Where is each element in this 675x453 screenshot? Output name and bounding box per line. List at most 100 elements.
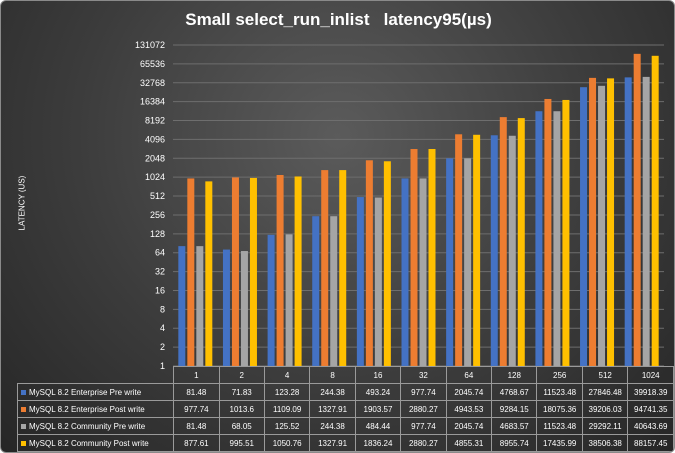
data-label: 977.74 xyxy=(173,400,220,418)
data-label: 71.83 xyxy=(218,383,265,401)
x-tick-label: 32 xyxy=(400,366,447,384)
bar xyxy=(231,177,239,366)
y-tick-label: 2048 xyxy=(145,153,165,163)
data-label: 877.61 xyxy=(173,434,220,452)
data-label: 81.48 xyxy=(173,383,220,401)
data-label: 484.44 xyxy=(354,417,402,435)
bar xyxy=(598,85,606,367)
bar xyxy=(330,216,338,366)
bar xyxy=(589,77,597,367)
data-label: 68.05 xyxy=(218,417,265,435)
data-label: 977.74 xyxy=(400,417,447,435)
legend-entry: MySQL 8.2 Community Post write xyxy=(16,434,175,452)
bar xyxy=(365,160,373,366)
legend-label: MySQL 8.2 Enterprise Pre write xyxy=(29,387,142,397)
x-tick-label: 128 xyxy=(491,366,538,384)
bar xyxy=(535,111,543,366)
bar xyxy=(553,111,561,366)
x-tick-label: 256 xyxy=(536,366,583,384)
bar xyxy=(285,234,293,366)
data-label: 9284.15 xyxy=(491,400,538,418)
data-label: 2045.74 xyxy=(445,417,493,435)
data-label: 1327.91 xyxy=(309,400,356,418)
bar xyxy=(633,53,641,367)
data-label: 1013.6 xyxy=(218,400,265,418)
y-tick-label: 8192 xyxy=(145,116,165,126)
legend-swatch xyxy=(21,423,26,429)
data-label: 1327.91 xyxy=(309,434,356,452)
x-tick-label: 64 xyxy=(445,366,493,384)
data-label: 4683.57 xyxy=(491,417,538,435)
y-tick-label: 64 xyxy=(155,248,165,258)
y-tick-label: 32768 xyxy=(140,78,165,88)
x-tick-label: 512 xyxy=(581,366,629,384)
table-row: MySQL 8.2 Community Pre write 81.48 68.05 1… xyxy=(16,417,674,435)
data-label: 88157.45 xyxy=(627,434,674,452)
bar xyxy=(508,135,516,366)
y-tick-label: 8 xyxy=(160,304,165,314)
data-label: 39206.03 xyxy=(581,400,629,418)
data-label: 38506.38 xyxy=(581,434,629,452)
x-tick-label: 4 xyxy=(263,366,311,384)
chart-title: Small select_run_inlist latency95(µs) xyxy=(185,10,492,29)
legend-label: MySQL 8.2 Community Pre write xyxy=(29,421,146,431)
table-corner xyxy=(17,366,175,384)
data-label: 2045.74 xyxy=(445,383,493,401)
bar xyxy=(356,197,364,366)
data-label: 244.38 xyxy=(309,383,356,401)
bar xyxy=(294,176,302,366)
bar xyxy=(374,197,382,366)
bar xyxy=(499,117,507,367)
data-label: 1903.57 xyxy=(354,400,402,418)
legend-entry: MySQL 8.2 Enterprise Pre write xyxy=(16,383,175,401)
y-tick-label: 65536 xyxy=(140,59,165,69)
legend-entry: MySQL 8.2 Enterprise Post write xyxy=(16,400,175,418)
data-label: 11523.48 xyxy=(536,383,583,401)
bar xyxy=(624,77,632,366)
y-tick-label: 4 xyxy=(160,323,165,333)
x-tick-label: 8 xyxy=(309,366,356,384)
data-label: 8955.74 xyxy=(491,434,538,452)
y-tick-label: 1 xyxy=(160,361,165,371)
data-label: 1836.24 xyxy=(354,434,402,452)
bar xyxy=(222,249,230,366)
x-tick-label: 1024 xyxy=(627,366,674,384)
table-row: MySQL 8.2 Enterprise Pre write 81.48 71.83… xyxy=(16,383,674,401)
x-tick-label: 1 xyxy=(173,366,220,384)
y-tick-label: 256 xyxy=(150,210,165,220)
bar xyxy=(517,118,525,366)
data-label: 4855.31 xyxy=(445,434,493,452)
bar xyxy=(446,158,454,366)
bar xyxy=(428,149,436,366)
legend-swatch xyxy=(21,406,26,412)
data-label: 11523.48 xyxy=(536,417,583,435)
bar xyxy=(321,170,329,366)
y-tick-label: 32 xyxy=(155,267,165,277)
bar xyxy=(401,178,409,366)
bar xyxy=(383,161,391,366)
bar xyxy=(562,99,570,367)
data-table: 1 2 4 8 16 32 64 128 256 512 1024 MySQL 8.2 Enterpr… xyxy=(16,366,674,452)
legend-label: MySQL 8.2 Enterprise Post write xyxy=(29,404,145,414)
bar xyxy=(419,178,427,366)
bar xyxy=(464,158,472,366)
data-label: 2880.27 xyxy=(400,434,447,452)
data-label: 94741.35 xyxy=(627,400,674,418)
bar xyxy=(205,181,213,366)
data-label: 244.38 xyxy=(309,417,356,435)
data-label: 17435.99 xyxy=(536,434,583,452)
bar xyxy=(187,178,195,366)
bar xyxy=(240,251,248,366)
bar xyxy=(455,134,463,366)
data-label: 1109.09 xyxy=(263,400,311,418)
data-label: 39918.39 xyxy=(627,383,674,401)
table-header-row: 1 2 4 8 16 32 64 128 256 512 1024 xyxy=(17,366,674,384)
data-label: 977.74 xyxy=(400,383,447,401)
bar xyxy=(196,246,204,366)
bar xyxy=(178,246,186,366)
bar xyxy=(473,134,481,366)
data-label: 4943.53 xyxy=(445,400,493,418)
table-row: MySQL 8.2 Enterprise Post write 977.74 101… xyxy=(16,400,674,418)
data-label: 123.28 xyxy=(263,383,311,401)
